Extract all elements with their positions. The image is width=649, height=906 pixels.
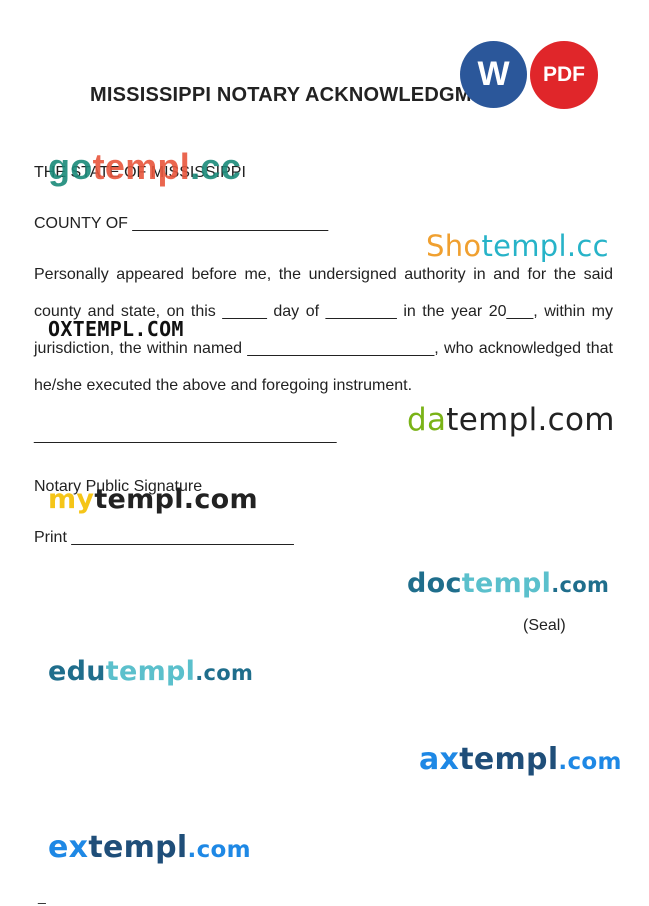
watermark-part: templ [105, 656, 196, 687]
watermark-edutempl: edutempl.com [48, 656, 253, 687]
watermark-part: go [48, 146, 93, 187]
watermark-part: templ [459, 742, 559, 777]
document-title: MISSISSIPPI NOTARY ACKNOWLEDGMEN [90, 84, 500, 106]
watermark-part: ax [419, 742, 460, 777]
watermark-axtempl: axtempl.com [419, 742, 622, 777]
word-badge-label: W [477, 55, 510, 93]
word-download-icon[interactable]: W [460, 41, 527, 108]
footer-mark: _ [38, 888, 46, 904]
watermark-part: edu [48, 656, 106, 687]
watermark-datempl: datempl.com [407, 402, 615, 438]
print-line: Print _________________________ [34, 529, 294, 546]
watermark-part: templ.com [94, 484, 258, 515]
watermark-shotempl: Shotempl.cc [426, 229, 609, 263]
watermark-part: templ.cc [481, 229, 609, 263]
watermark-part: .com [551, 573, 610, 597]
watermark-part: Sho [426, 229, 482, 263]
watermark-oxtempl: OXTEMPL.COM [48, 317, 184, 341]
watermark-part: templ [92, 146, 191, 187]
watermark-part: .com [195, 661, 254, 685]
watermark-part: da [407, 402, 447, 438]
state-line: THE STATE OF MISSISSIPPI [34, 164, 246, 181]
watermark-part: .cc [190, 146, 242, 187]
watermark-part: templ.com [446, 402, 615, 438]
watermark-part: my [48, 484, 95, 515]
watermark-gotempl: gotempl.cc [48, 146, 241, 188]
watermark-extempl: extempl.com [48, 830, 251, 865]
signature-line: __________________________________ [34, 427, 337, 444]
watermark-part: ex [48, 830, 89, 865]
watermark-doctempl: doctempl.com [407, 568, 609, 599]
watermark-part: .com [187, 837, 251, 863]
watermark-part: .com [558, 749, 622, 775]
pdf-download-icon[interactable]: PDF [530, 41, 598, 109]
watermark-part: templ [461, 568, 552, 599]
seal-label: (Seal) [523, 617, 566, 634]
watermark-mytempl: mytempl.com [48, 484, 258, 515]
pdf-badge-label: PDF [543, 63, 585, 86]
watermark-part: doc [407, 568, 462, 599]
signature-label: Notary Public Signature [34, 478, 203, 495]
county-line: COUNTY OF ______________________ [34, 215, 329, 232]
watermark-part: templ [88, 830, 188, 865]
acknowledgment-paragraph: Personally appeared before me, the under… [34, 266, 613, 394]
